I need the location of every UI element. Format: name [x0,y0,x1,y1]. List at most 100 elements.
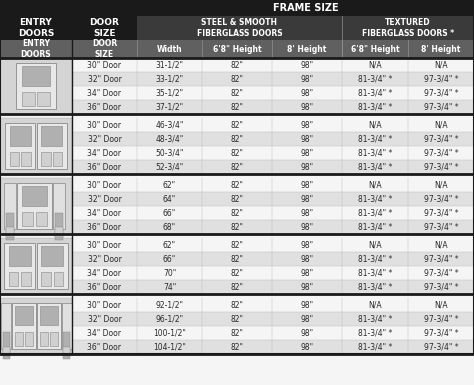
Text: 81-3/4" *: 81-3/4" * [358,134,392,144]
Bar [342,132,408,146]
Bar [0,294,474,298]
Bar [408,160,474,174]
Bar [137,192,202,206]
Bar [64,332,70,358]
Bar [53,183,64,229]
Text: 97-3/4" *: 97-3/4" * [424,75,458,84]
Bar [41,246,64,266]
Text: 82": 82" [230,121,244,129]
Bar [202,160,272,174]
Bar [408,58,474,72]
Text: FRAME SIZE: FRAME SIZE [273,3,338,13]
Bar [0,118,72,174]
Text: 32" Door: 32" Door [88,315,121,323]
Text: 36" Door: 36" Door [88,223,121,231]
Text: N/A: N/A [434,301,448,310]
Bar [408,266,474,280]
Bar [342,40,408,58]
Text: 81-3/4" *: 81-3/4" * [358,162,392,171]
Bar [72,312,137,326]
Bar [202,146,272,160]
Text: 98": 98" [301,149,314,157]
Text: 82": 82" [230,209,244,218]
Text: 8' Height: 8' Height [421,45,461,54]
Bar [137,58,202,72]
Text: 98": 98" [301,75,314,84]
Text: 82": 82" [230,283,244,291]
Bar [137,118,202,132]
Bar [342,192,408,206]
Bar [272,40,342,58]
Bar [22,92,35,106]
Bar [0,238,72,294]
Bar [272,58,342,72]
Text: 82": 82" [230,134,244,144]
Text: 97-3/4" *: 97-3/4" * [424,134,458,144]
Text: 98": 98" [301,209,314,218]
Bar [272,266,342,280]
Text: 30" Door: 30" Door [88,181,121,189]
Bar [72,58,137,72]
Bar [408,220,474,234]
Bar [37,303,61,349]
Bar [342,298,408,312]
Bar [202,220,272,234]
Bar [72,266,137,280]
Text: N/A: N/A [434,121,448,129]
Bar [408,326,474,340]
Bar [72,238,137,252]
Text: 34" Door: 34" Door [88,149,121,157]
Text: 82": 82" [230,268,244,278]
Bar [342,238,408,252]
Bar [40,306,57,325]
Bar [272,72,342,86]
Bar [342,72,408,86]
Bar [137,266,202,280]
Bar [202,238,272,252]
Text: 82": 82" [230,89,244,97]
Text: 81-3/4" *: 81-3/4" * [358,102,392,112]
Bar [0,174,474,178]
Text: 66": 66" [163,254,176,263]
Bar [272,252,342,266]
Bar [272,146,342,160]
Bar [408,100,474,114]
Text: N/A: N/A [368,60,382,70]
Text: 98": 98" [301,283,314,291]
Bar [408,280,474,294]
Bar [137,132,202,146]
Bar [202,252,272,266]
Text: ENTRY
DOORS: ENTRY DOORS [18,18,54,38]
Text: 98": 98" [301,121,314,129]
Bar [137,206,202,220]
Text: 81-3/4" *: 81-3/4" * [358,89,392,97]
Bar [342,280,408,294]
Bar [72,72,137,86]
Bar [408,178,474,192]
Bar [272,118,342,132]
Text: 81-3/4" *: 81-3/4" * [358,149,392,157]
Bar [272,86,342,100]
Bar [72,0,137,58]
Text: N/A: N/A [434,181,448,189]
Text: 97-3/4" *: 97-3/4" * [424,343,458,352]
Bar [408,40,474,58]
Text: 36" Door: 36" Door [88,102,121,112]
Bar [408,86,474,100]
Bar [54,271,64,286]
Bar [9,152,19,166]
Bar [72,160,137,174]
Bar [342,58,408,72]
Text: 97-3/4" *: 97-3/4" * [424,315,458,323]
Bar [202,206,272,220]
Bar [6,213,14,241]
Text: STEEL & SMOOTH
FIBERGLASS DOORS: STEEL & SMOOTH FIBERGLASS DOORS [197,18,283,38]
Bar [408,340,474,354]
Text: 81-3/4" *: 81-3/4" * [358,328,392,338]
Text: 98": 98" [301,134,314,144]
Bar [137,100,202,114]
Bar [137,146,202,160]
Bar [137,16,342,40]
Bar [342,266,408,280]
Text: 48-3/4": 48-3/4" [155,134,183,144]
